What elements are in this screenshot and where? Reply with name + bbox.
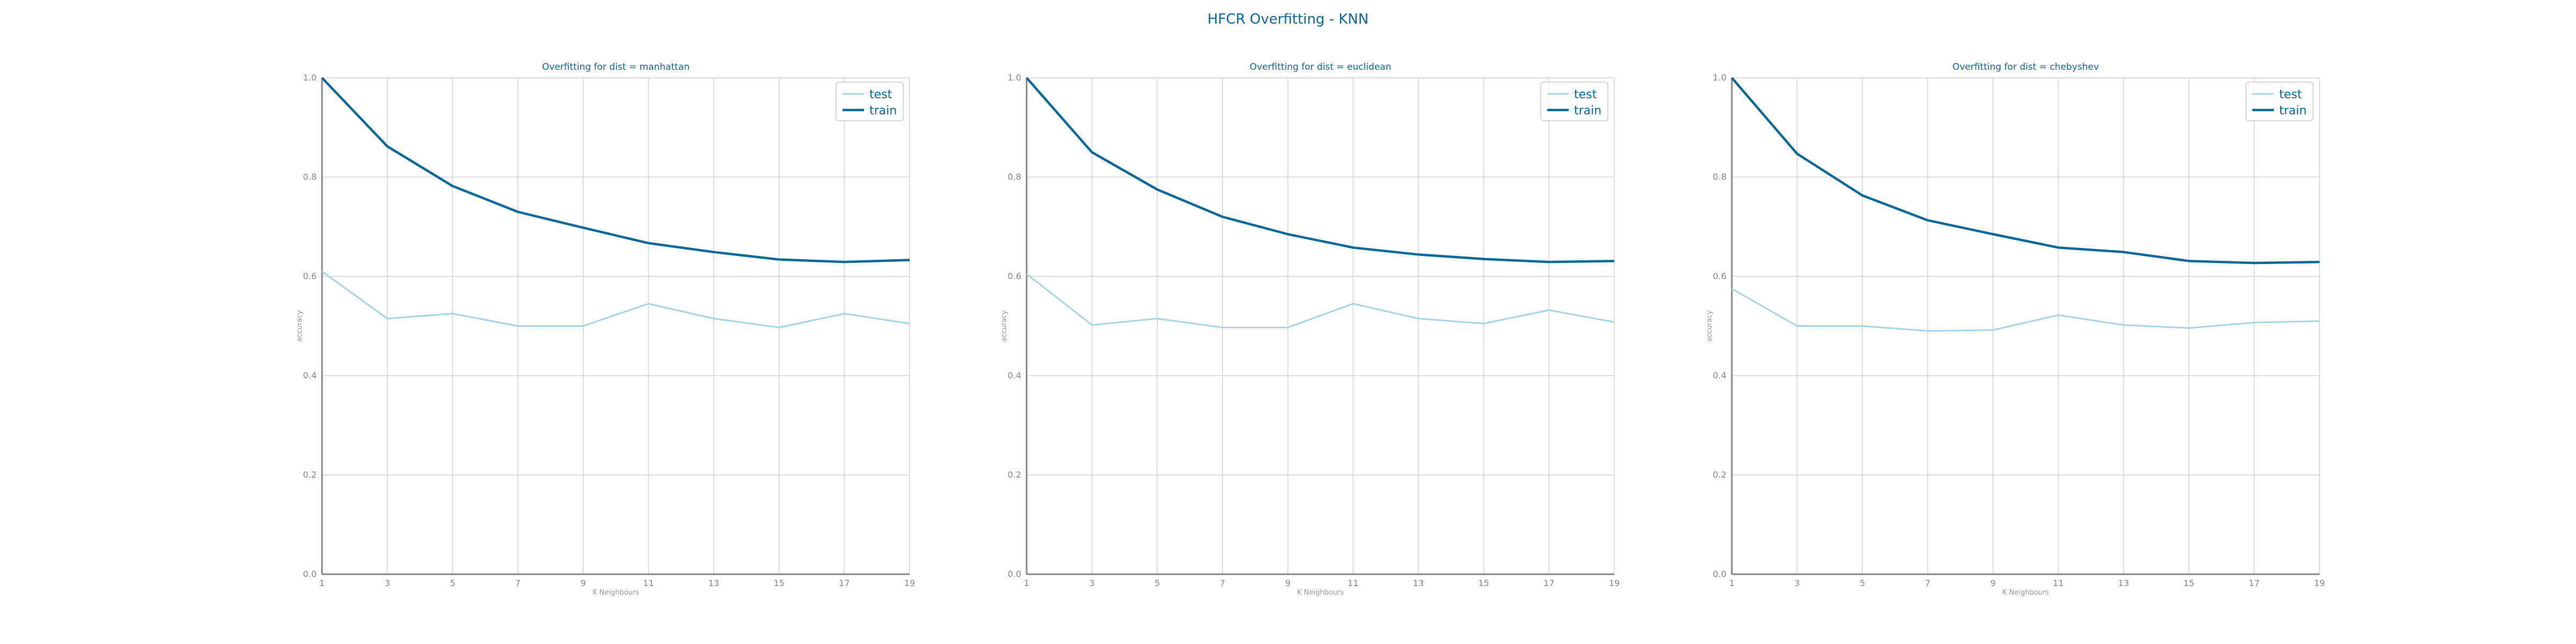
x-tick-label: 11	[643, 578, 654, 588]
subplot-title: Overfitting for dist = chebyshev	[1952, 62, 2099, 72]
x-tick-label: 17	[1543, 578, 1554, 588]
legend-label-test: test	[869, 88, 892, 101]
y-tick-label: 1.0	[1008, 72, 1021, 83]
x-tick-label: 3	[385, 578, 390, 588]
legend-label-train: train	[869, 104, 897, 118]
y-tick-label: 0.2	[1713, 470, 1726, 480]
y-tick-label: 0.6	[1713, 271, 1726, 281]
legend: test train	[2245, 82, 2314, 121]
x-tick-label: 1	[319, 578, 325, 588]
series-line-train	[1731, 77, 2320, 265]
y-tick-label: 0.4	[1713, 370, 1726, 380]
legend: test train	[836, 82, 904, 121]
y-tick-label: 0.8	[1008, 172, 1021, 182]
series-line-train	[321, 77, 910, 264]
y-axis-label: accuracy	[1706, 310, 1714, 342]
legend-label-test: test	[1574, 88, 1597, 101]
x-tick-label: 11	[1348, 578, 1358, 588]
x-tick-label: 19	[904, 578, 915, 588]
x-tick-label: 19	[1609, 578, 1620, 588]
x-tick-label: 13	[2118, 578, 2129, 588]
subplots: Overfitting for dist = manhattan 0.0 0.2 0.…	[296, 62, 2325, 597]
subplot-2: Overfitting for dist = euclidean 0.0 0.2 0.…	[1000, 62, 1620, 597]
series-line-test	[1026, 273, 1615, 328]
y-tick-label: 0.6	[1008, 271, 1021, 281]
x-tick-label: 15	[773, 578, 784, 588]
x-tick-label: 1	[1024, 578, 1029, 588]
x-axis-label: K Neighbours	[1297, 589, 1344, 597]
x-tick-label: 7	[1220, 578, 1225, 588]
x-tick-label: 13	[708, 578, 719, 588]
x-tick-label: 5	[1154, 578, 1160, 588]
y-tick-label: 0.2	[303, 470, 317, 480]
x-axis-label: K Neighbours	[2002, 589, 2049, 597]
x-tick-label: 13	[1413, 578, 1424, 588]
x-tick-label: 17	[839, 578, 850, 588]
x-tick-label: 3	[1089, 578, 1095, 588]
legend: test train	[1540, 82, 1608, 121]
x-tick-label: 3	[1795, 578, 1800, 588]
y-tick-label: 0.0	[1713, 569, 1726, 579]
x-tick-label: 7	[515, 578, 521, 588]
x-tick-label: 7	[1925, 578, 1930, 588]
x-tick-label: 9	[1285, 578, 1291, 588]
y-tick-label: 0.6	[303, 271, 317, 281]
subplot-title: Overfitting for dist = euclidean	[1250, 62, 1392, 72]
y-tick-label: 0.4	[303, 370, 317, 380]
x-tick-label: 11	[2053, 578, 2063, 588]
x-tick-label: 5	[1860, 578, 1865, 588]
y-tick-label: 1.0	[1713, 72, 1726, 83]
x-tick-label: 9	[1990, 578, 1996, 588]
subplot-title: Overfitting for dist = manhattan	[542, 62, 690, 72]
subplot-3: Overfitting for dist = chebyshev 0.0 0.2 0.…	[1706, 62, 2325, 597]
subplot-1: Overfitting for dist = manhattan 0.0 0.2 0.…	[296, 62, 915, 597]
x-axis-label: K Neighbours	[592, 589, 639, 597]
legend-label-test: test	[2279, 88, 2302, 101]
x-tick-label: 17	[2249, 578, 2259, 588]
x-tick-label: 5	[450, 578, 455, 588]
y-tick-label: 0.0	[303, 569, 317, 579]
y-tick-label: 0.4	[1008, 370, 1021, 380]
x-tick-label: 15	[2183, 578, 2194, 588]
x-tick-label: 19	[2314, 578, 2325, 588]
y-tick-label: 0.0	[1008, 569, 1021, 579]
series-line-test	[1731, 288, 2320, 332]
y-tick-label: 0.8	[303, 172, 317, 182]
y-tick-label: 0.8	[1713, 172, 1726, 182]
x-tick-label: 1	[1729, 578, 1735, 588]
figure-title: HFCR Overfitting - KNN	[1208, 11, 1368, 27]
series-line-train	[1026, 77, 1615, 264]
y-axis-label: accuracy	[1000, 310, 1008, 342]
legend-label-train: train	[2279, 104, 2307, 118]
y-axis-label: accuracy	[296, 310, 304, 342]
legend-label-train: train	[1574, 104, 1601, 118]
y-tick-label: 0.2	[1008, 470, 1021, 480]
y-tick-label: 1.0	[303, 72, 317, 83]
x-tick-label: 9	[581, 578, 586, 588]
x-tick-label: 15	[1478, 578, 1489, 588]
series-line-test	[321, 270, 910, 328]
